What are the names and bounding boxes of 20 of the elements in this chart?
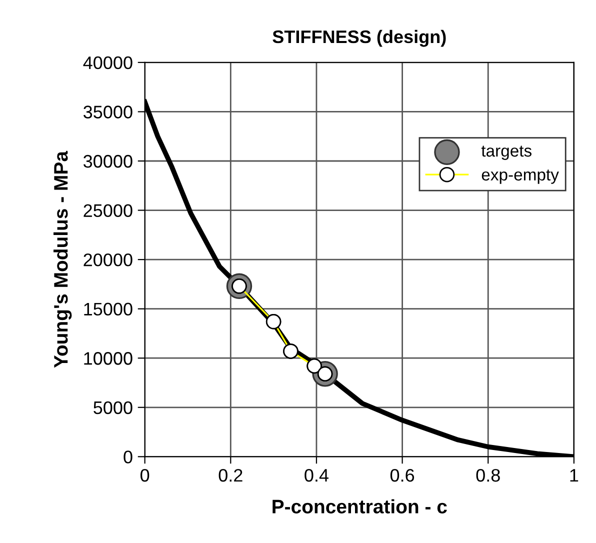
x-axis-title: P-concentration - c bbox=[272, 499, 447, 514]
y-tick-label: 0 bbox=[124, 450, 132, 464]
y-tick-label: 35000 bbox=[84, 106, 132, 118]
y-tick-label: 15000 bbox=[84, 302, 132, 316]
y-tick-label: 40000 bbox=[83, 56, 132, 70]
y-tick-label: 20000 bbox=[84, 253, 132, 266]
y-tick-label: 25000 bbox=[84, 204, 132, 217]
x-tick-label: 1 bbox=[570, 469, 578, 482]
chart-title: STIFFNESS (design) bbox=[272, 30, 446, 47]
x-tick-label: 0.6 bbox=[390, 468, 414, 482]
x-tick-label: 0 bbox=[140, 468, 150, 482]
x-tick-label: 0.8 bbox=[476, 468, 500, 482]
x-tick-label: 0.4 bbox=[304, 468, 328, 482]
y-tick-label: 10000 bbox=[84, 352, 132, 365]
x-tick-label: 0.2 bbox=[218, 468, 242, 482]
y-tick-label: 30000 bbox=[84, 154, 132, 168]
y-tick-label: 5000 bbox=[94, 401, 132, 414]
legend-label: exp-empty bbox=[482, 170, 559, 184]
y-axis-title: Young's Modulus - MPa bbox=[53, 150, 72, 368]
legend-label: targets bbox=[481, 146, 532, 160]
